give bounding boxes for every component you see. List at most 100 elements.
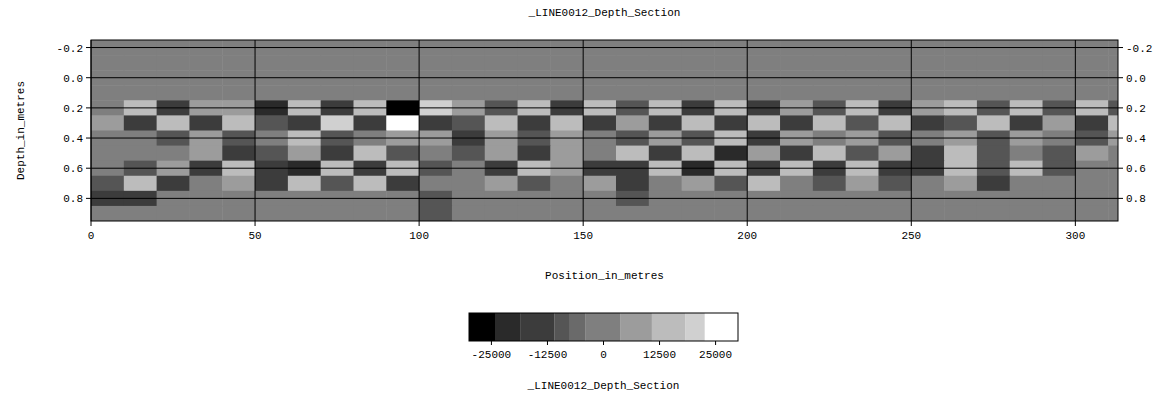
cell (747, 55, 780, 71)
cell (419, 146, 452, 162)
cell (222, 146, 255, 162)
tick-label: 0.2 (63, 103, 83, 115)
cell (157, 55, 190, 71)
cell (714, 146, 747, 162)
grid-line (91, 107, 1118, 108)
cell (485, 55, 518, 71)
cell (780, 55, 813, 71)
tick (86, 198, 91, 199)
cell (682, 55, 715, 71)
colorbar-segment (570, 313, 585, 341)
cell (616, 115, 649, 131)
cell (616, 55, 649, 71)
cell (353, 146, 386, 162)
cell (157, 146, 190, 162)
cell (911, 55, 944, 71)
cell (911, 85, 944, 101)
tick (1118, 47, 1123, 48)
tick-label: 12500 (643, 349, 676, 361)
tick (91, 221, 92, 226)
tick (1118, 168, 1123, 169)
cell (386, 146, 419, 162)
cell (1075, 206, 1108, 221)
cell (813, 146, 846, 162)
cell (550, 206, 583, 221)
cell (353, 115, 386, 131)
cell (649, 176, 682, 192)
cell (321, 176, 354, 192)
cell (1108, 85, 1118, 101)
tick (86, 107, 91, 108)
cell (419, 55, 452, 71)
cell (353, 206, 386, 221)
tick (603, 341, 604, 345)
tick (911, 221, 912, 226)
cell (616, 206, 649, 221)
cell (583, 206, 616, 221)
cell (91, 115, 124, 131)
cell (1043, 55, 1076, 71)
cell (878, 206, 911, 221)
tick (86, 138, 91, 139)
cell (386, 115, 419, 131)
tick-label: -12500 (528, 349, 568, 361)
cell (649, 146, 682, 162)
cell (616, 85, 649, 101)
cell (288, 146, 321, 162)
cell (288, 206, 321, 221)
cell (1010, 146, 1043, 162)
cell (1075, 85, 1108, 101)
grid-line (91, 198, 1118, 199)
tick-label: 50 (248, 230, 261, 242)
cell (255, 176, 288, 192)
cell (124, 146, 157, 162)
grid-line (911, 40, 912, 221)
cell (485, 146, 518, 162)
cell (157, 206, 190, 221)
cell (518, 115, 551, 131)
plot-frame (91, 40, 1118, 221)
cell (91, 176, 124, 192)
tick-label: -25000 (472, 349, 512, 361)
tick-label: 200 (737, 230, 757, 242)
tick (491, 341, 492, 345)
colorbar-segment (685, 313, 705, 341)
cell (846, 146, 879, 162)
axis-title: Position_in_metres (545, 270, 664, 282)
cell (255, 55, 288, 71)
cell (189, 206, 222, 221)
cell (583, 146, 616, 162)
colorbar-segment (554, 313, 570, 341)
tick (86, 47, 91, 48)
cell (682, 85, 715, 101)
cell (91, 85, 124, 101)
cell (1075, 55, 1108, 71)
cell (91, 146, 124, 162)
cell (911, 146, 944, 162)
cell (124, 55, 157, 71)
cell (977, 176, 1010, 192)
cell (124, 206, 157, 221)
cell (1108, 176, 1118, 192)
cell (91, 55, 124, 71)
tick (583, 221, 584, 226)
tick (747, 221, 748, 226)
cell (386, 206, 419, 221)
cell (386, 85, 419, 101)
cell (747, 85, 780, 101)
cell (255, 206, 288, 221)
cell (255, 85, 288, 101)
tick (86, 168, 91, 169)
cell (944, 176, 977, 192)
grid-line (583, 40, 584, 221)
cell (780, 85, 813, 101)
tick-label: 0.6 (63, 163, 83, 175)
cell (747, 115, 780, 131)
tick (547, 341, 548, 345)
cell (485, 115, 518, 131)
cell (452, 115, 485, 131)
cell (189, 85, 222, 101)
grid-line (91, 138, 1118, 139)
tick-label: 0.4 (63, 133, 83, 145)
cell (846, 55, 879, 71)
